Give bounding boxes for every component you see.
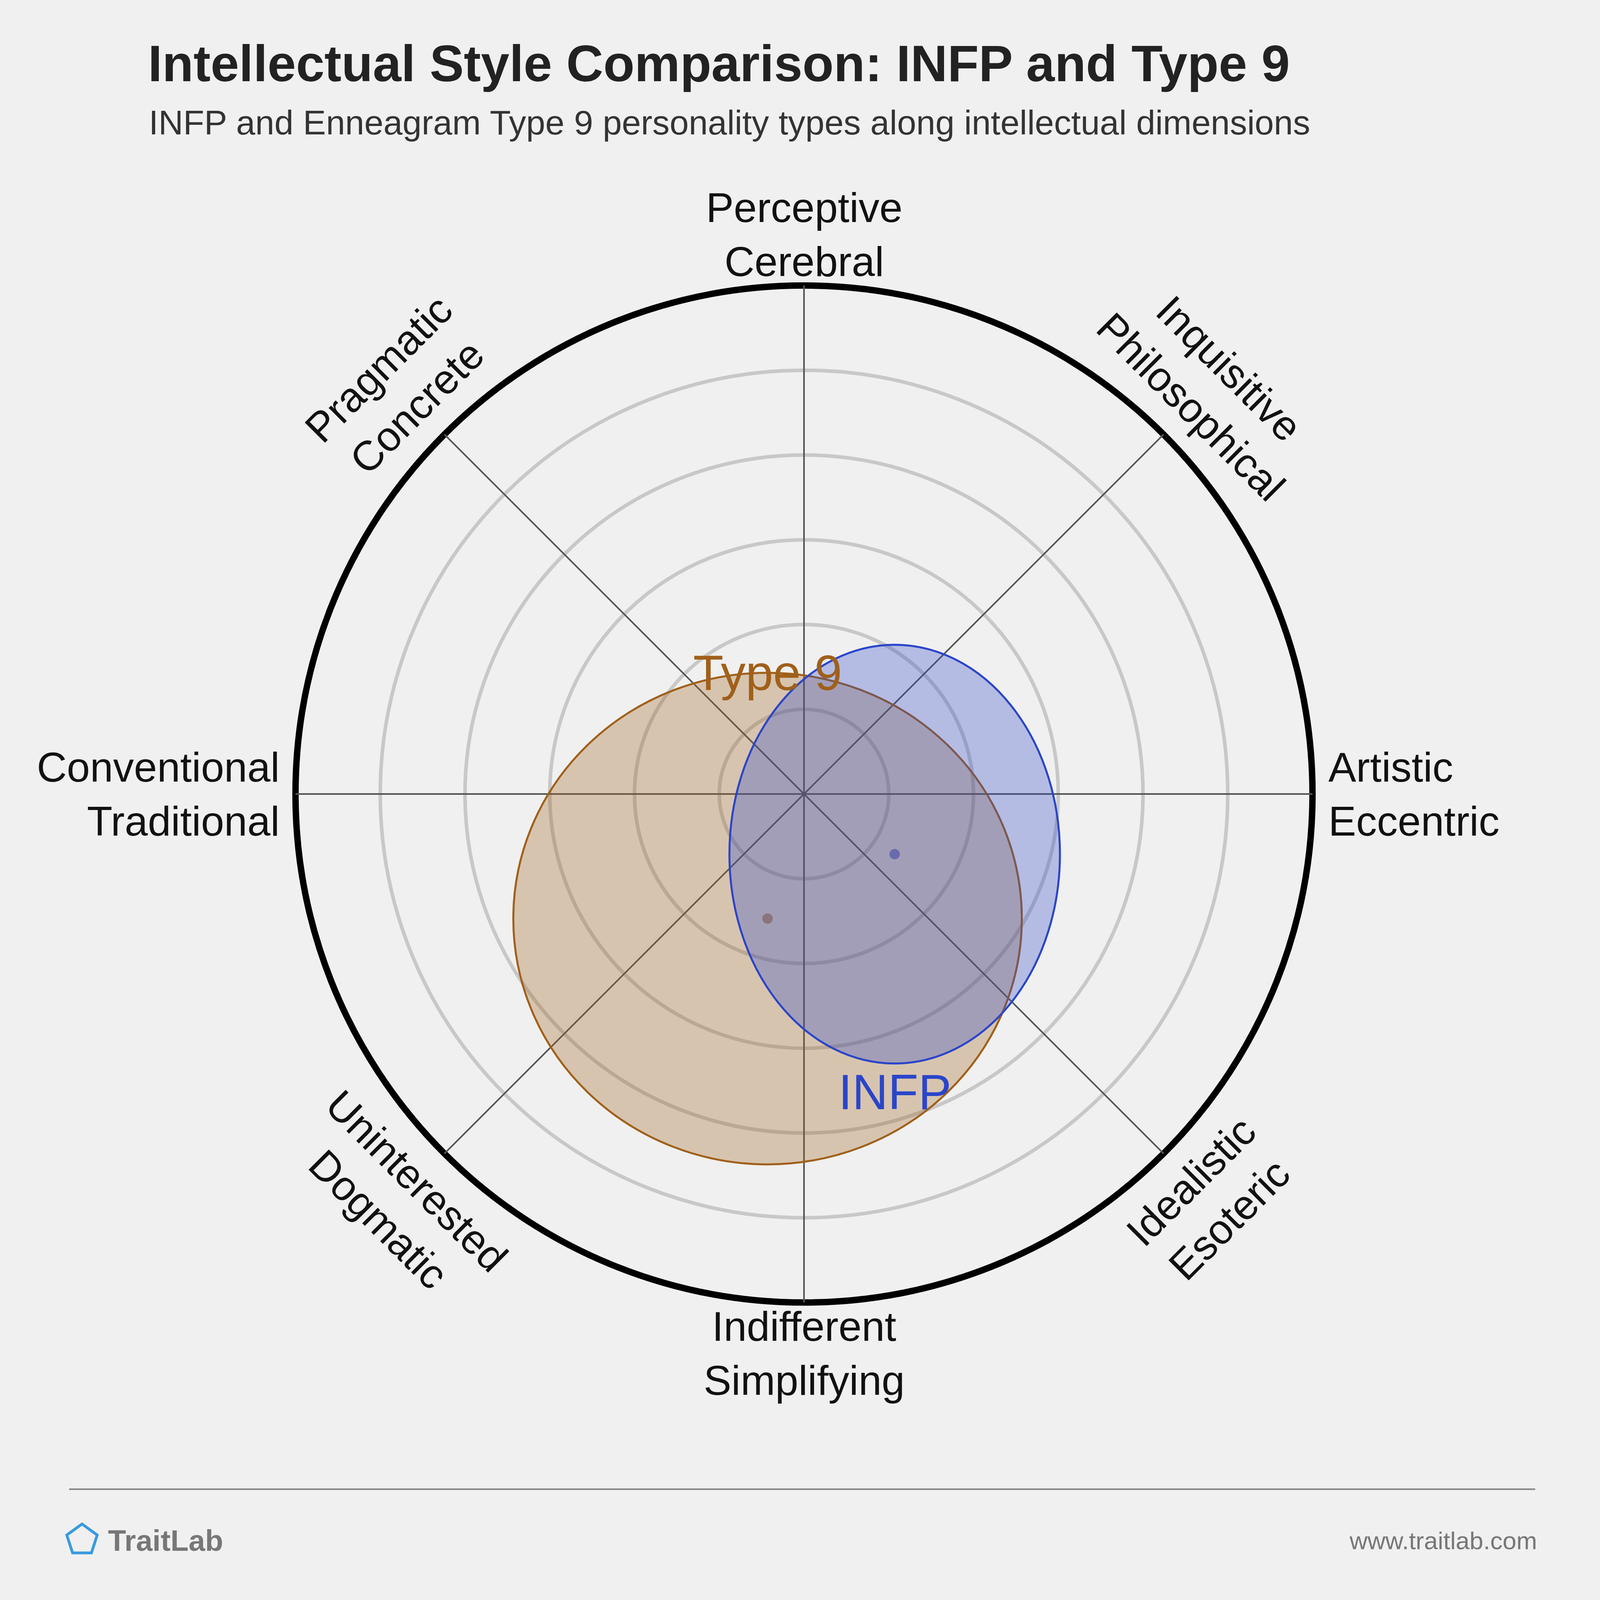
svg-text:IdealisticEsoteric: IdealisticEsoteric — [1117, 1107, 1303, 1294]
svg-text:INFP: INFP — [838, 1064, 952, 1120]
svg-text:www.traitlab.com: www.traitlab.com — [1349, 1526, 1538, 1555]
svg-text:INFP and Enneagram Type 9 pers: INFP and Enneagram Type 9 personality ty… — [148, 103, 1310, 142]
svg-text:PerceptiveCerebral: PerceptiveCerebral — [706, 184, 903, 285]
svg-text:InquisitivePhilosophical: InquisitivePhilosophical — [1088, 265, 1333, 510]
svg-text:UninterestedDogmatic: UninterestedDogmatic — [278, 1081, 517, 1320]
svg-text:IndifferentSimplifying: IndifferentSimplifying — [703, 1303, 905, 1404]
svg-text:Type 9: Type 9 — [693, 645, 842, 701]
svg-text:ArtisticEccentric: ArtisticEccentric — [1328, 744, 1500, 845]
svg-text:Intellectual Style Comparison:: Intellectual Style Comparison: INFP and … — [148, 34, 1290, 92]
svg-text:TraitLab: TraitLab — [108, 1524, 224, 1558]
svg-text:PragmaticConcrete: PragmaticConcrete — [296, 286, 500, 490]
svg-text:ConventionalTraditional: ConventionalTraditional — [36, 744, 280, 845]
